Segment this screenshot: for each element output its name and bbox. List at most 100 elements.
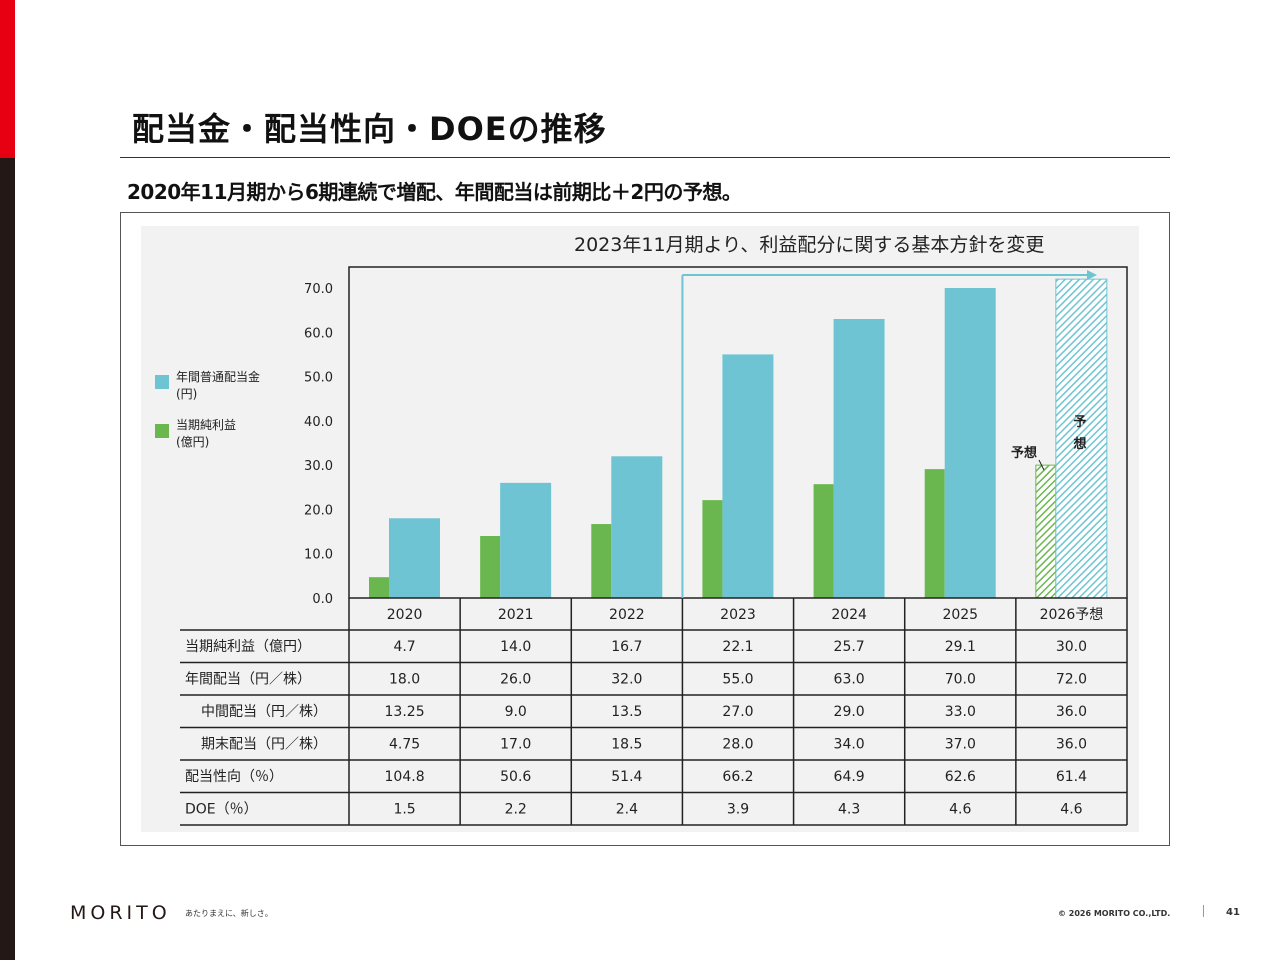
table-cell: 9.0 [505,704,527,720]
bar-net-income-1 [480,536,501,598]
table-cell: 63.0 [834,672,865,688]
title-divider [120,157,1170,158]
bar-dividend-6 [1055,278,1108,599]
table-cell: 25.7 [834,639,865,655]
x-tick-label: 2022 [609,607,645,623]
table-cell: 4.7 [393,639,415,655]
table-cell: 13.5 [611,704,642,720]
table-cell: 26.0 [500,672,531,688]
x-tick-label: 2026予想 [1040,607,1104,623]
table-cell: 37.0 [945,737,976,753]
y-axis-tick-labels: 0.0 10.0 20.0 30.0 40.0 50.0 60.0 70.0 [304,282,333,607]
table-row-label: 配当性向（％） [185,769,283,785]
table-cell: 70.0 [945,672,976,688]
y-tick-label: 40.0 [304,415,333,430]
y-tick-label: 0.0 [312,592,333,607]
table-cell: 14.0 [500,639,531,655]
table-cell: 29.0 [834,704,865,720]
page-title: 配当金・配当性向・DOEの推移 [132,110,607,148]
legend-unit-dividend: (円) [176,387,197,401]
table-cell: 36.0 [1056,704,1087,720]
page-number: 41 [1226,907,1240,918]
bar-dividend-0 [389,518,440,598]
table-cell: 18.5 [611,737,642,753]
legend: 年間普通配当金 (円) 当期純利益 (億円) [155,369,260,449]
y-tick-label: 20.0 [304,503,333,518]
y-tick-label: 60.0 [304,326,333,341]
bar-net-income-4 [813,484,834,598]
table-cell: 34.0 [834,737,865,753]
table-cell: 2.4 [616,802,638,818]
y-tick-label: 10.0 [304,548,333,563]
policy-bracket-arrowhead [1087,270,1097,280]
bar-dividend-3 [722,354,774,598]
forecast-label-blue: 予想 [1073,415,1086,452]
legend-label-net-income: 当期純利益 [176,418,236,432]
company-tagline: あたりまえに、新しさ。 [185,909,273,918]
table-cell: 17.0 [500,737,531,753]
legend-swatch-net-income [155,424,169,438]
table-cell: 16.7 [611,639,642,655]
table-cell: 4.6 [1060,802,1082,818]
forecast-labels: 予想 予想 [1011,415,1087,471]
footer-separator [1203,905,1204,917]
table-cell: 2.2 [505,802,527,818]
table-cell: 4.3 [838,802,860,818]
plot-frame [348,266,1128,599]
table-row-label: 中間配当（円／株） [201,704,327,720]
table-cell: 61.4 [1056,769,1087,785]
brand-bar-dark [0,158,15,960]
legend-swatch-dividend [155,375,169,389]
forecast-label-green: 予想 [1011,445,1037,461]
table-row-label: 年間配当（円／株） [185,672,311,688]
table-cell: 104.8 [385,769,425,785]
table-cell: 28.0 [722,737,753,753]
x-tick-label: 2025 [942,607,978,623]
table-cell: 22.1 [722,639,753,655]
x-tick-label: 2020 [387,607,423,623]
bar-net-income-5 [924,469,945,598]
company-logo: MORITO [70,902,171,924]
table-row-label: 当期純利益（億円） [185,639,311,655]
bar-net-income-2 [591,524,612,598]
legend-label-dividend: 年間普通配当金 [176,369,260,384]
table-cell: 13.25 [385,704,425,720]
y-tick-label: 70.0 [304,282,333,297]
bar-series [369,278,1108,599]
table-cell: 4.6 [949,802,971,818]
table-cell: 3.9 [727,802,749,818]
table-cell: 64.9 [834,769,865,785]
bar-dividend-2 [611,456,663,598]
bar-net-income-3 [702,500,723,598]
table-cell: 1.5 [393,802,415,818]
policy-change-note: 2023年11月期より、利益配分に関する基本方針を変更 [574,234,1044,256]
table-row-label: DOE（％） [185,802,258,818]
table-cell: 36.0 [1056,737,1087,753]
bar-dividend-5 [944,288,996,598]
table-cell: 18.0 [389,672,420,688]
table-cell: 32.0 [611,672,642,688]
table-cell: 72.0 [1056,672,1087,688]
table-cell: 51.4 [611,769,642,785]
bar-net-income-6 [1035,464,1057,599]
table-cell: 29.1 [945,639,976,655]
table-cell: 27.0 [722,704,753,720]
y-tick-label: 30.0 [304,459,333,474]
table-row-label: 期末配当（円／株） [201,737,327,753]
bar-dividend-4 [833,319,885,598]
table-cell: 33.0 [945,704,976,720]
brand-bar-red [0,0,15,158]
legend-unit-net-income: (億円) [176,435,209,449]
x-tick-label: 2021 [498,607,534,623]
bar-net-income-0 [369,577,389,598]
table-cell: 4.75 [389,737,420,753]
forecast-leader-line [1038,459,1045,471]
table-cell: 30.0 [1056,639,1087,655]
copyright: © 2026 MORITO CO.,LTD. [1058,909,1171,918]
x-tick-label: 2024 [831,607,867,623]
bar-dividend-1 [500,482,552,598]
page-subtitle: 2020年11月期から6期連続で増配、年間配当は前期比＋2円の予想。 [127,180,742,204]
y-tick-label: 50.0 [304,371,333,386]
